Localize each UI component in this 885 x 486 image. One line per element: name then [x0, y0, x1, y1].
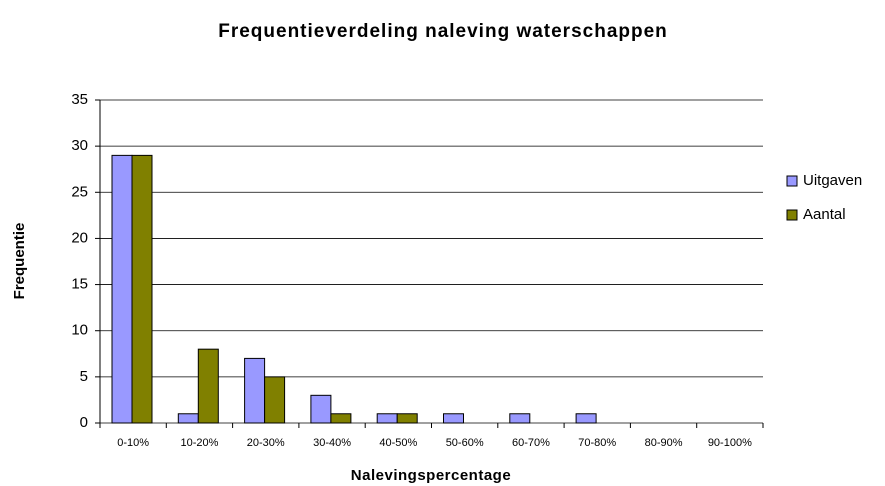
- bar: [396, 413, 418, 424]
- y-axis-label: Frequentie: [11, 223, 28, 300]
- bar: [244, 357, 266, 424]
- x-tick-label: 90-100%: [708, 437, 752, 449]
- bar: [310, 394, 332, 424]
- y-tick-label: 5: [80, 368, 88, 385]
- bar: [330, 413, 352, 424]
- y-tick-label: 15: [71, 276, 88, 293]
- bar: [575, 413, 597, 424]
- x-axis-label: Nalevingspercentage: [351, 467, 511, 484]
- x-tick-label: 40-50%: [379, 437, 417, 449]
- x-tick-label: 50-60%: [446, 437, 484, 449]
- x-tick-label: 30-40%: [313, 437, 351, 449]
- y-tick-label: 10: [71, 322, 88, 339]
- legend-swatch: [786, 175, 798, 187]
- legend-label: Uitgaven: [803, 172, 862, 189]
- bar: [376, 413, 398, 424]
- bar: [443, 413, 464, 424]
- y-tick-label: 25: [71, 183, 88, 200]
- x-tick-label: 60-70%: [512, 437, 550, 449]
- bar: [131, 154, 153, 424]
- legend-swatch: [786, 209, 798, 221]
- y-tick-label: 35: [71, 91, 88, 108]
- x-tick-label: 10-20%: [180, 437, 218, 449]
- x-tick-label: 20-30%: [247, 437, 285, 449]
- bar: [509, 413, 531, 424]
- x-tick-label: 80-90%: [645, 437, 683, 449]
- bar: [111, 154, 133, 424]
- x-tick-label: 70-80%: [578, 437, 616, 449]
- y-tick-label: 20: [71, 229, 88, 246]
- bar: [177, 413, 199, 424]
- bar: [197, 348, 219, 424]
- legend-label: Aantal: [803, 206, 846, 223]
- y-tick-label: 30: [71, 137, 88, 154]
- chart-title: Frequentieverdeling naleving waterschapp…: [218, 21, 668, 42]
- x-tick-label: 0-10%: [117, 437, 149, 449]
- y-tick-label: 0: [80, 414, 88, 431]
- bar: [264, 376, 286, 424]
